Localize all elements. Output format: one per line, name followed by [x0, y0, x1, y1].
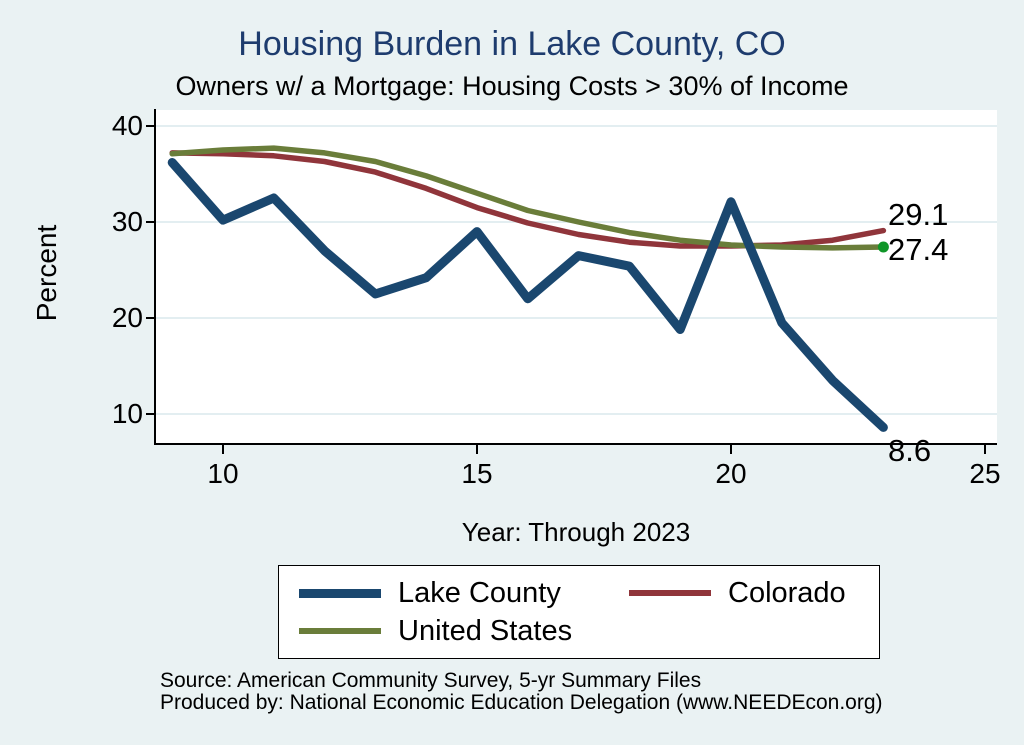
end-value-label: 8.6 — [888, 433, 932, 469]
x-tick-label: 15 — [461, 458, 493, 489]
legend-swatch — [629, 590, 711, 596]
y-tick-label: 30 — [111, 206, 143, 237]
legend-label: Lake County — [398, 576, 561, 609]
end-marker-dot — [877, 241, 889, 253]
end-value-label: 27.4 — [888, 231, 949, 267]
y-axis-title: Percent — [31, 224, 62, 322]
plot-background — [155, 110, 997, 444]
legend: Lake County Colorado United States — [278, 565, 880, 659]
series-line-united-states — [169, 145, 887, 251]
footnotes: Source: American Community Survey, 5-yr … — [160, 670, 883, 714]
legend-item: Lake County — [299, 576, 629, 610]
x-tick-label: 25 — [969, 458, 1001, 489]
chart-subtitle: Owners w/ a Mortgage: Housing Costs > 30… — [175, 71, 849, 101]
chart-title: Housing Burden in Lake County, CO — [238, 25, 786, 63]
legend-label: Colorado — [728, 576, 846, 609]
x-tick-label: 20 — [715, 458, 747, 489]
legend-item: United States — [299, 614, 629, 648]
legend-swatch — [299, 588, 381, 598]
legend-swatch — [299, 628, 381, 634]
y-tick-label: 10 — [111, 398, 143, 429]
series-line-lake-county — [167, 158, 888, 432]
x-axis-title: Year: Through 2023 — [461, 517, 691, 547]
legend-label: United States — [398, 614, 573, 647]
end-value-label: 29.1 — [888, 196, 949, 232]
y-tick-label: 20 — [111, 302, 143, 333]
x-tick-label: 10 — [207, 458, 239, 489]
legend-item: Colorado — [629, 576, 873, 610]
y-tick-label: 40 — [111, 110, 143, 141]
produced-by-note: Produced by: National Economic Education… — [160, 691, 883, 714]
source-note: Source: American Community Survey, 5-yr … — [160, 669, 702, 692]
